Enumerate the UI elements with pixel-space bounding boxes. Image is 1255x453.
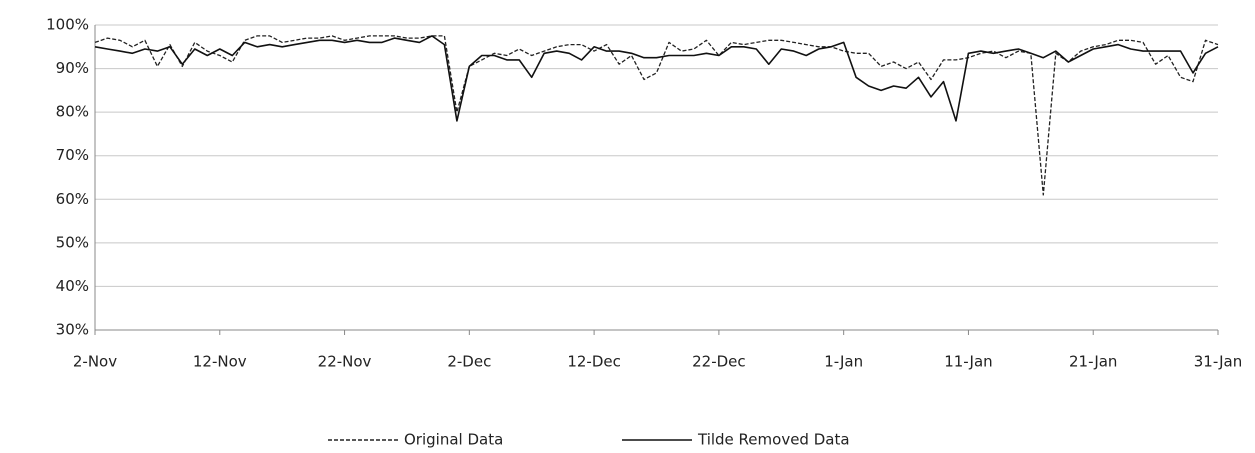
x-tick-label: 22-Nov xyxy=(318,353,372,371)
x-tick-label: 21-Jan xyxy=(1069,353,1117,371)
y-tick-label: 50% xyxy=(56,233,89,251)
legend-label: Tilde Removed Data xyxy=(697,431,850,449)
x-tick-label: 22-Dec xyxy=(692,353,746,371)
y-tick-label: 30% xyxy=(56,321,89,339)
x-tick-label: 12-Dec xyxy=(567,353,621,371)
x-tick-label: 2-Nov xyxy=(73,353,117,371)
y-tick-label: 90% xyxy=(56,59,89,77)
legend-label: Original Data xyxy=(404,431,503,449)
y-tick-label: 70% xyxy=(56,146,89,164)
y-tick-label: 80% xyxy=(56,103,89,121)
x-tick-label: 11-Jan xyxy=(944,353,992,371)
series-line xyxy=(94,35,1219,196)
x-tick-label: 12-Nov xyxy=(193,353,247,371)
x-tick-label: 31-Jan xyxy=(1194,353,1242,371)
x-tick-label: 1-Jan xyxy=(824,353,863,371)
y-tick-label: 40% xyxy=(56,277,89,295)
y-tick-label: 100% xyxy=(46,16,89,34)
series-line xyxy=(94,35,1219,122)
y-tick-label: 60% xyxy=(56,190,89,208)
x-tick-label: 2-Dec xyxy=(447,353,491,371)
